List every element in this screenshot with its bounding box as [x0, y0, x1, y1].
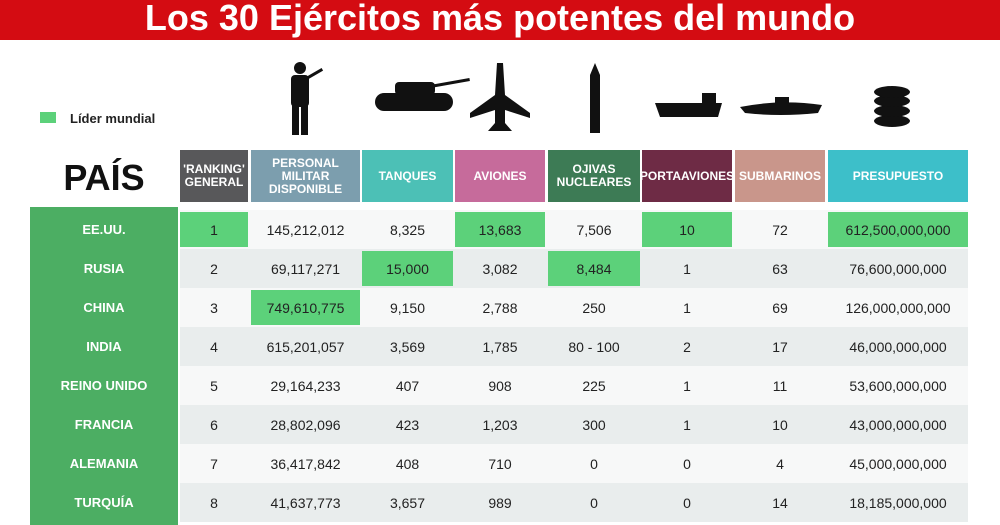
cell: 1 [180, 212, 248, 247]
column-header: PRESUPUESTO [828, 150, 968, 202]
cell: 3 [210, 299, 218, 316]
cell: 18,185,000,000 [849, 494, 947, 511]
cell: 2,788 [482, 299, 518, 316]
cell: 8 [210, 494, 218, 511]
cell: 72 [772, 221, 788, 238]
cell: 2 [683, 338, 691, 355]
country-name: REINO UNIDO [60, 378, 148, 393]
column-header: PORTAAVIONES [640, 150, 734, 202]
cell: 10 [642, 212, 732, 247]
cell: 13,683 [455, 212, 545, 247]
cell: 9,150 [389, 299, 426, 316]
cell: 225 [582, 377, 606, 394]
cell: 3,082 [482, 260, 518, 277]
cell: 76,600,000,000 [849, 260, 947, 277]
cell: 1 [683, 299, 691, 316]
cell: 80 - 100 [568, 338, 620, 355]
icons [291, 62, 910, 135]
cell: 15,000 [362, 251, 453, 286]
cell: 145,212,012 [266, 221, 345, 238]
cell: 8,484 [548, 251, 640, 286]
cell: 1,785 [482, 338, 518, 355]
country-column [30, 207, 178, 525]
cell: 29,164,233 [270, 377, 341, 394]
cell: 1 [683, 377, 691, 394]
cell: 5 [210, 377, 218, 394]
cell: 126,000,000,000 [845, 299, 951, 316]
cell: 1 [683, 260, 691, 277]
cell: 4 [210, 338, 218, 355]
legend-swatch [40, 112, 56, 123]
cell: 0 [683, 455, 691, 472]
cell: 45,000,000,000 [849, 455, 947, 472]
column-header: PERSONAL MILITAR DISPONIBLE [251, 150, 360, 202]
cell: 1 [683, 416, 691, 433]
cell: 250 [582, 299, 606, 316]
column-header: SUBMARINOS [735, 150, 825, 202]
cell: 4 [776, 455, 784, 472]
row-bg [180, 405, 968, 444]
country-name: EE.UU. [82, 222, 126, 237]
cell: 53,600,000,000 [849, 377, 947, 394]
row-bg [180, 444, 968, 483]
country-name: ALEMANIA [69, 456, 139, 471]
country-name: TURQUÍA [74, 495, 134, 510]
cell: 28,802,096 [270, 416, 341, 433]
cell: 3,657 [389, 494, 426, 511]
cell: 408 [395, 455, 420, 472]
country-header: PAÍS [63, 156, 145, 198]
cell: 989 [488, 494, 512, 511]
column-header: OJIVAS NUCLEARES [548, 150, 640, 202]
cell: 14 [772, 494, 788, 511]
cell: 423 [395, 416, 420, 433]
row-bg [180, 327, 968, 366]
cell: 612,500,000,000 [828, 212, 968, 247]
cell: 63 [772, 260, 788, 277]
title: Los 30 Ejércitos más potentes del mundo [144, 0, 856, 38]
cell: 11 [772, 377, 788, 394]
cell: 3,569 [389, 338, 426, 355]
cell: 7,506 [576, 221, 612, 238]
cell: 41,637,773 [270, 494, 341, 511]
cell: 0 [590, 455, 598, 472]
cell: 710 [488, 455, 512, 472]
cell: 300 [582, 416, 606, 433]
cell: 6 [210, 416, 218, 433]
cell: 1,203 [482, 416, 518, 433]
cell: 749,610,775 [251, 290, 360, 325]
country-name: CHINA [83, 300, 125, 315]
country-name: RUSIA [83, 261, 125, 276]
country-name: FRANCIA [74, 417, 134, 432]
column-header: 'RANKING' GENERAL [180, 150, 248, 202]
column-header: AVIONES [455, 150, 545, 202]
cell: 407 [395, 377, 420, 394]
cell: 43,000,000,000 [849, 416, 947, 433]
row-bg [180, 366, 968, 405]
cell: 0 [683, 494, 691, 511]
column-header: TANQUES [362, 150, 453, 202]
cell: 69 [772, 299, 788, 316]
cell: 908 [488, 377, 512, 394]
header-band: Los 30 Ejércitos más potentes del mundo [0, 0, 1000, 40]
cell: 36,417,842 [270, 455, 341, 472]
cell: 7 [210, 455, 218, 472]
cell: 10 [772, 416, 788, 433]
cell: 17 [772, 338, 788, 355]
country-name: INDIA [86, 339, 122, 354]
cell: 2 [210, 260, 218, 277]
cell: 46,000,000,000 [849, 338, 947, 355]
legend-label: Líder mundial [70, 110, 156, 126]
cell: 69,117,271 [270, 260, 341, 277]
cell: 8,325 [389, 221, 426, 238]
cell: 0 [590, 494, 598, 511]
row-bg [180, 483, 968, 522]
cell: 615,201,057 [266, 338, 345, 355]
